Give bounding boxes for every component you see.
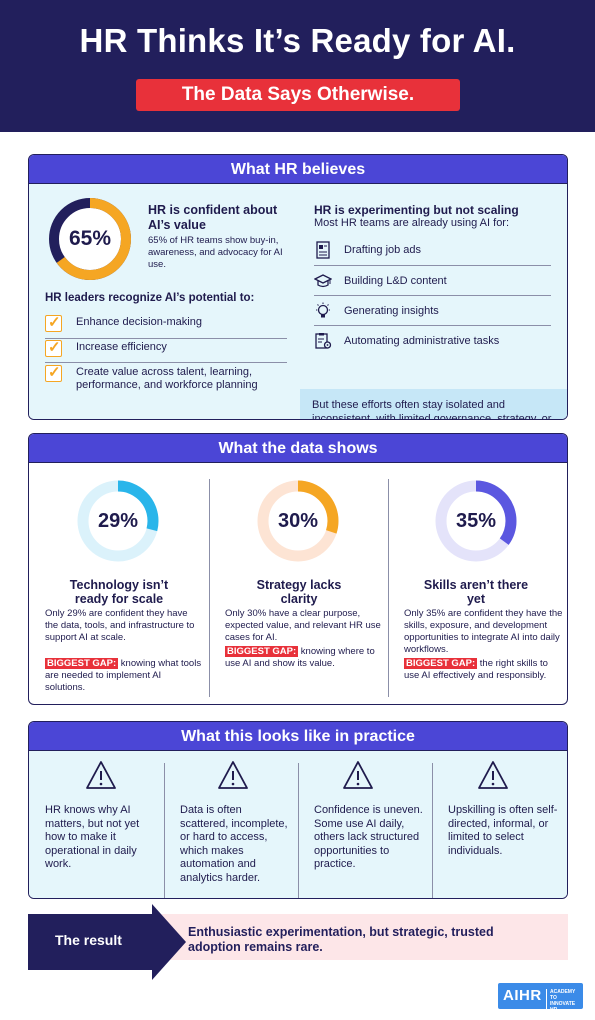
practice-item: HR knows why AI matters, but not yet how… <box>45 804 140 870</box>
donut-value-arc <box>435 480 517 562</box>
confidence-donut-chart: 65% <box>45 194 135 284</box>
section-what-the-data-shows: What the data shows 29% Technology isn’t… <box>28 433 568 705</box>
column-divider <box>164 763 165 898</box>
experimenting-note: But these efforts often stay isolated an… <box>300 389 567 419</box>
warning-icon <box>478 761 508 789</box>
donut-background <box>51 200 129 278</box>
biggest-gap-badge: BIGGEST GAP: <box>404 658 478 669</box>
use-item-label: Generating insights <box>344 305 439 317</box>
checkmark-icon: ✓ <box>45 314 62 332</box>
column-divider <box>209 479 210 697</box>
donut-value-arc <box>257 480 339 562</box>
section-body: 65% HR is confident about AI’s value 65%… <box>29 184 567 419</box>
potential-item-label: Create value across talent, learning, pe… <box>76 366 258 391</box>
use-item: Drafting job ads <box>314 236 551 264</box>
section-body: 29% Technology isn’t ready for scale Onl… <box>29 463 567 704</box>
use-item: Automating administrative tasks <box>314 327 551 355</box>
donut-svg <box>49 198 131 280</box>
warning-icon <box>218 761 248 789</box>
donut-svg <box>435 480 517 562</box>
header-banner: HR Thinks It’s Ready for AI. The Data Sa… <box>0 0 595 132</box>
result-text: Enthusiastic experimentation, but strate… <box>188 925 494 954</box>
strategy-donut-chart: 30% <box>253 476 343 566</box>
biggest-gap-text: the right skills to use AI effectively a… <box>404 658 548 681</box>
divider <box>45 362 287 363</box>
donut-svg <box>77 480 159 562</box>
section-heading: What this looks like in practice <box>29 722 567 751</box>
column-title: Skills aren’t there yet <box>423 578 529 606</box>
document-icon <box>316 241 330 259</box>
use-item: Building L&D content <box>314 267 551 295</box>
page-subtitle: The Data Says Otherwise. <box>136 79 460 111</box>
column-title: Technology isn’t ready for scale <box>69 578 169 606</box>
use-item-label: Building L&D content <box>344 275 447 287</box>
divider <box>314 265 551 266</box>
practice-item: Upskilling is often self-directed, infor… <box>448 804 558 857</box>
use-item-label: Drafting job ads <box>344 244 422 256</box>
biggest-gap: BIGGEST GAP: knowing what tools are need… <box>45 658 203 694</box>
biggest-gap: BIGGEST GAP: knowing where to use AI and… <box>225 646 375 670</box>
practice-item: Confidence is uneven. Some use AI daily,… <box>314 804 423 870</box>
potential-lead: HR leaders recognize AI’s potential to: <box>45 292 255 304</box>
donut-value-label: 29% <box>97 510 139 532</box>
logo-brand: AIHR <box>503 987 542 1004</box>
donut-value-arc <box>49 198 131 280</box>
donut-value-arc <box>77 480 159 562</box>
donut-value-label: 65% <box>68 227 112 250</box>
lightbulb-icon <box>316 302 330 318</box>
biggest-gap-text: knowing what tools are needed to impleme… <box>45 658 202 693</box>
potential-item: ✓ Enhance decision-making <box>45 314 287 333</box>
column-description: Only 29% are confident they have the dat… <box>45 608 195 643</box>
column-description: Only 35% are confident they have the ski… <box>404 608 563 655</box>
aihr-logo: AIHR ACADEMY TO INNOVATE HR <box>498 983 583 1013</box>
section-body: HR knows why AI matters, but not yet how… <box>29 751 567 898</box>
experimenting-subtitle: Most HR teams are already using AI for: <box>314 217 510 229</box>
biggest-gap-text: knowing where to use AI and show its val… <box>225 646 375 669</box>
column-description: Only 30% have a clear purpose, expected … <box>225 608 381 643</box>
graduation-cap-icon <box>314 274 332 288</box>
practice-item: Data is often scattered, incomplete, or … <box>180 804 288 884</box>
checkmark-icon: ✓ <box>45 364 62 382</box>
divider <box>314 325 551 326</box>
divider <box>314 295 551 296</box>
confident-title: HR is confident about AI’s value <box>148 203 278 232</box>
technology-donut-chart: 29% <box>73 476 163 566</box>
biggest-gap: BIGGEST GAP: the right skills to use AI … <box>404 658 564 682</box>
result-label: The result <box>55 932 122 948</box>
use-item: Generating insights <box>314 297 551 325</box>
clipboard-gear-icon <box>315 333 332 349</box>
use-item-label: Automating administrative tasks <box>344 335 500 347</box>
logo-tagline: ACADEMY TO INNOVATE HR <box>546 989 582 1013</box>
skills-donut-chart: 35% <box>431 476 521 566</box>
column-divider <box>388 479 389 697</box>
potential-item-label: Enhance decision-making <box>76 316 202 328</box>
column-divider <box>432 763 433 898</box>
divider <box>45 338 287 339</box>
section-in-practice: What this looks like in practice HR know… <box>28 721 568 899</box>
warning-icon <box>86 761 116 789</box>
donut-value-label: 35% <box>455 510 497 532</box>
potential-item-label: Increase efficiency <box>76 341 167 353</box>
warning-icon <box>343 761 373 789</box>
checkmark-icon: ✓ <box>45 339 62 357</box>
confident-description: 65% of HR teams show buy-in, awareness, … <box>148 235 283 270</box>
section-heading: What the data shows <box>29 434 567 463</box>
section-what-hr-believes: What HR believes 65% HR is confident abo… <box>28 154 568 420</box>
donut-svg <box>257 480 339 562</box>
potential-item: ✓ Increase efficiency <box>45 339 287 358</box>
column-title: Strategy lacks clarity <box>256 578 342 606</box>
biggest-gap-badge: BIGGEST GAP: <box>45 658 119 669</box>
experimenting-title: HR is experimenting but not scaling <box>314 203 519 217</box>
section-heading: What HR believes <box>29 155 567 184</box>
result-arrow-shape <box>28 904 186 980</box>
column-divider <box>298 763 299 898</box>
donut-value-label: 30% <box>277 510 319 532</box>
biggest-gap-badge: BIGGEST GAP: <box>225 646 299 657</box>
potential-item: ✓ Create value across talent, learning, … <box>45 364 287 395</box>
page-title: HR Thinks It’s Ready for AI. <box>79 22 516 59</box>
